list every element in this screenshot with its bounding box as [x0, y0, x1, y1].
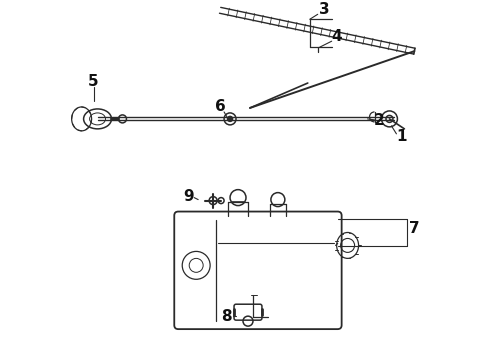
- Text: 4: 4: [331, 29, 342, 44]
- Text: 3: 3: [319, 2, 330, 17]
- Text: 2: 2: [374, 113, 385, 129]
- Circle shape: [227, 116, 233, 121]
- Text: 5: 5: [88, 73, 99, 89]
- Circle shape: [209, 197, 217, 204]
- Circle shape: [382, 111, 397, 127]
- Text: 7: 7: [409, 221, 419, 236]
- Circle shape: [224, 113, 236, 125]
- Text: 9: 9: [183, 189, 194, 204]
- Text: 6: 6: [215, 99, 225, 114]
- Text: 8: 8: [221, 309, 231, 324]
- Text: 1: 1: [396, 129, 407, 144]
